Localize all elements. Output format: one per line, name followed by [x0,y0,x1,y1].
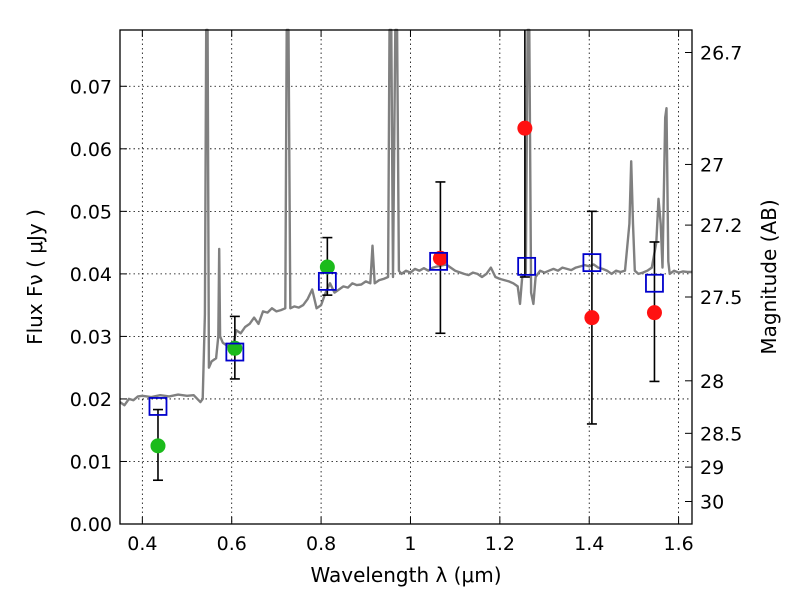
y-tick-label: 0.03 [70,326,112,348]
red-data-point [584,310,600,326]
red-data-point [432,250,448,266]
y-tick-label: 0.01 [70,451,112,473]
plot-frame [119,29,693,525]
x-tick-label: 0.6 [217,533,247,555]
x-tick-label: 0.4 [127,533,157,555]
model-square-point [582,253,602,273]
x-tick-label: 1.2 [485,533,515,555]
y-tick-label: 0.04 [70,264,112,286]
right-tick-label: 28 [700,371,724,393]
y-tick-label: 0.06 [70,139,112,161]
x-tick-label: 1.6 [663,533,693,555]
y-tick-label: 0.00 [70,514,112,536]
red-data-point [517,120,533,136]
model-square-point [517,256,537,276]
tick-labels: 0.4 0.6 0.8 1 1.2 1.4 1.6 0.00 0.01 0.02 0.03 0.04 0… [70,43,743,555]
right-tick-label: 27 [700,154,724,176]
x-tick-label: 0.8 [306,533,336,555]
right-tick-label: 30 [700,491,724,513]
right-axis-title: Magnitude (AB) [757,199,781,354]
model-square-point [429,251,449,271]
right-tick-label: 29 [700,457,724,479]
x-tick-label: 1.4 [574,533,604,555]
right-tick-label: 28.5 [700,423,742,445]
y-axis-title: Flux Fν ( μJy ) [23,209,47,345]
model-square-point [148,397,168,416]
y-tick-label: 0.05 [70,201,112,223]
green-data-point [150,438,166,454]
green-data-point [227,340,243,356]
y-tick-label: 0.07 [70,76,112,98]
right-tick-label: 27.5 [700,287,742,309]
y-tick-label: 0.02 [70,389,112,411]
axis-ticks [120,30,692,525]
right-tick-label: 26.7 [700,43,742,65]
model-square-point [225,342,245,362]
marker-layer [148,120,664,454]
x-tick-label: 1 [404,533,416,555]
model-square-point [317,271,337,291]
green-data-point [319,259,335,275]
x-axis-title: Wavelength λ (μm) [310,563,501,587]
right-tick-label: 27.2 [700,215,742,237]
red-data-point [646,305,662,321]
model-square-point [645,273,664,293]
